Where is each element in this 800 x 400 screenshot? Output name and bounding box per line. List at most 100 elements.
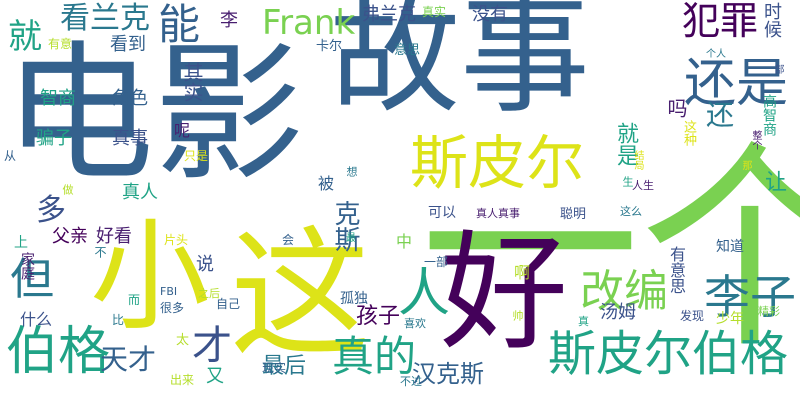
word-yibu: 一部 bbox=[424, 255, 449, 269]
word-sipier: 斯皮尔 bbox=[410, 129, 585, 197]
word-rensheng: 人生 bbox=[632, 179, 654, 192]
word-jieju: 结局 bbox=[632, 150, 643, 170]
word-meiyou: 没有 bbox=[472, 4, 508, 25]
word-fbi: FBI bbox=[160, 285, 178, 298]
word-fulanke: 弗兰克 bbox=[362, 4, 416, 25]
word-pianzi: 骗子 bbox=[36, 128, 72, 149]
word-kandao: 看到 bbox=[110, 34, 146, 55]
word-henduo: 很多 bbox=[160, 301, 185, 315]
word-bu: 不 bbox=[93, 246, 107, 258]
word-youyi: 有意 bbox=[48, 37, 73, 51]
word-keyi: 可以 bbox=[428, 205, 456, 221]
word-zhende: 真的 bbox=[332, 332, 417, 381]
word-zhenren-zhenshi: 真人真事 bbox=[476, 207, 520, 220]
word-hai: 还 bbox=[702, 100, 735, 128]
word-na: 那 bbox=[740, 160, 751, 170]
word-kaer: 卡尔 bbox=[316, 39, 343, 54]
word-you: 又 bbox=[206, 366, 224, 387]
word-shuo: 说 bbox=[193, 254, 214, 272]
word-ma: 吗 bbox=[664, 98, 688, 118]
word-jiaose: 角色 bbox=[112, 88, 148, 109]
word-geren: 个人 bbox=[706, 49, 726, 60]
word-zuo: 做 bbox=[61, 184, 74, 195]
word-ziji: 自己 bbox=[216, 297, 241, 311]
word-tiancai: 天才 bbox=[100, 343, 157, 376]
word-haizi: 孩子 bbox=[356, 304, 401, 329]
word-shenme: 什么 bbox=[20, 310, 53, 329]
word-xiao: 小 bbox=[90, 208, 210, 347]
word-jiu: 就 bbox=[8, 17, 42, 57]
word-qishi: 其实 bbox=[180, 62, 204, 102]
word-hao: 好 bbox=[440, 219, 569, 368]
word-xianshi: 现实 bbox=[262, 361, 287, 375]
word-frank: Frank bbox=[262, 3, 356, 43]
word-zhishi: 只是 bbox=[184, 149, 209, 163]
word-zuihou: 最后 bbox=[262, 354, 307, 379]
word-ren: 人 bbox=[398, 264, 451, 324]
word-kanlanke: 看兰克 bbox=[60, 1, 150, 36]
word-bu2: 部 bbox=[772, 64, 783, 74]
word-zheme: 这么 bbox=[620, 205, 642, 218]
word-li: 李 bbox=[220, 10, 238, 31]
word-kesi: 克斯 bbox=[330, 200, 360, 252]
word-er: 而 bbox=[128, 293, 141, 307]
word-gudu: 孤独 bbox=[340, 291, 368, 307]
word-shuai: 帅 bbox=[511, 310, 524, 321]
word-piantou: 片头 bbox=[164, 233, 189, 247]
word-zhezhong: 这种 bbox=[681, 120, 696, 146]
word-bi: 比 bbox=[112, 313, 125, 327]
word-shaonian: 少年 bbox=[716, 311, 744, 327]
word-zhishang: 智商 bbox=[40, 88, 76, 109]
word-shihou: 时候 bbox=[761, 2, 782, 38]
word-bei: 被 bbox=[318, 174, 335, 193]
word-chulai: 出来 bbox=[170, 373, 195, 387]
word-jiating: 家庭 bbox=[19, 252, 35, 280]
word-neng: 能 bbox=[158, 0, 201, 49]
word-xihuan: 喜欢 bbox=[404, 317, 426, 330]
word-ba: 啊 bbox=[511, 264, 530, 280]
word-zhenshi: 真实 bbox=[422, 5, 447, 19]
word-boge: 伯格 bbox=[6, 322, 111, 382]
word-sipier-boge: 斯皮尔伯格 bbox=[548, 326, 789, 382]
word-zhe: 这 bbox=[230, 214, 371, 377]
word-haokan: 好看 bbox=[96, 226, 132, 247]
word-dianying: 电影 bbox=[4, 28, 305, 202]
word-faxian: 发现 bbox=[680, 309, 705, 323]
word-congming: 聪明 bbox=[560, 207, 587, 222]
word-gaibian: 改编 bbox=[580, 266, 668, 317]
word-cong: 从 bbox=[4, 149, 17, 163]
word-zhenshi-event: 真事 bbox=[112, 128, 148, 149]
word-duo: 多 bbox=[36, 193, 66, 228]
word-gushi: 故事 bbox=[330, 0, 591, 131]
word-gaozhishang: 高智商 bbox=[761, 94, 777, 136]
word-ne: 呢 bbox=[171, 122, 190, 138]
word-sheng: 生 bbox=[621, 176, 634, 187]
word-rang: 让 bbox=[761, 170, 786, 192]
word-zhenren: 真人 bbox=[122, 182, 158, 203]
word-tangmu: 汤姆 bbox=[600, 302, 636, 323]
word-yisi: 意思 bbox=[394, 43, 421, 58]
word-jiushi: 就是 bbox=[613, 122, 638, 166]
word-zui: 最 bbox=[346, 233, 356, 244]
word-shang: 上 bbox=[14, 235, 28, 251]
word-zhihou: 之后 bbox=[198, 287, 220, 300]
word-zhong: 中 bbox=[396, 232, 413, 251]
word-fanzui: 犯罪 bbox=[682, 0, 759, 43]
word-zhen: 真 bbox=[578, 315, 589, 328]
word-zhidao: 知道 bbox=[716, 239, 744, 255]
word-dan: 但 bbox=[10, 254, 54, 305]
word-buguo: 不过 bbox=[400, 375, 422, 388]
word-haishi: 还是 bbox=[684, 54, 789, 114]
word-hui: 会 bbox=[282, 233, 295, 247]
word-youyisi: 有意思 bbox=[667, 246, 686, 294]
word-jingcai: 精彩 bbox=[758, 305, 780, 318]
word-xiang: 想 bbox=[345, 166, 358, 177]
word-lizi: 李子 bbox=[704, 270, 796, 324]
word-cai: 才 bbox=[192, 323, 232, 369]
word-yige: 一个 bbox=[420, 122, 800, 378]
word-fuqin: 父亲 bbox=[52, 226, 88, 247]
word-tai: 太 bbox=[176, 333, 190, 348]
word-zhengge: 整个 bbox=[750, 130, 761, 150]
word-hankesi: 汉克斯 bbox=[412, 360, 484, 388]
